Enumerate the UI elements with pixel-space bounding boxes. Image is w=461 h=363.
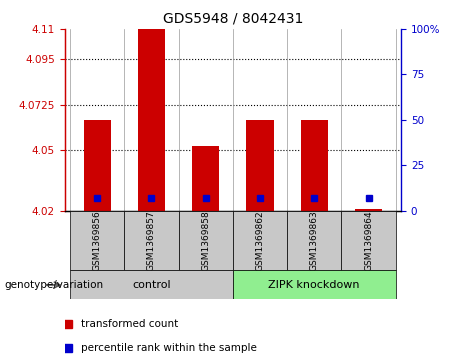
Text: GSM1369856: GSM1369856 (93, 210, 101, 271)
Bar (246, 120, 273, 211)
Bar (70, 270, 233, 299)
Title: GDS5948 / 8042431: GDS5948 / 8042431 (163, 11, 303, 25)
Bar (138, 29, 165, 211)
Text: control: control (132, 280, 171, 290)
Text: GSM1369863: GSM1369863 (310, 210, 319, 271)
Text: genotype/variation: genotype/variation (5, 280, 104, 290)
Text: transformed count: transformed count (82, 319, 178, 329)
Bar (233, 270, 396, 299)
Bar (83, 120, 111, 211)
Bar (341, 211, 396, 270)
Bar (233, 211, 287, 270)
Text: GSM1369858: GSM1369858 (201, 210, 210, 271)
Bar (287, 211, 341, 270)
Text: GSM1369864: GSM1369864 (364, 210, 373, 271)
Text: percentile rank within the sample: percentile rank within the sample (82, 343, 257, 352)
Text: GSM1369857: GSM1369857 (147, 210, 156, 271)
Bar (301, 120, 328, 211)
Bar (124, 211, 178, 270)
Bar (178, 211, 233, 270)
Bar (70, 211, 124, 270)
Text: GSM1369862: GSM1369862 (255, 210, 265, 271)
Bar (355, 208, 382, 211)
Bar (192, 146, 219, 211)
Text: ZIPK knockdown: ZIPK knockdown (268, 280, 360, 290)
